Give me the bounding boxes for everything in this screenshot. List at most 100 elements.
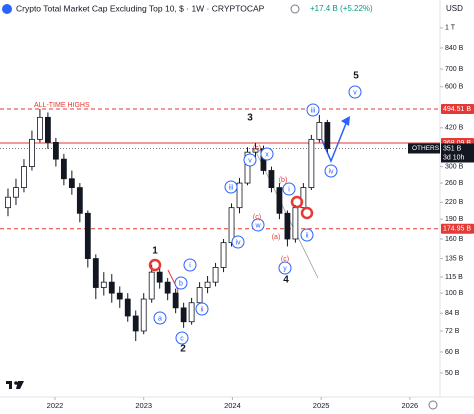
pivot-marker [300, 206, 314, 220]
y-tick-label: 600 B [445, 84, 464, 91]
candle-body [5, 196, 11, 209]
y-tick-label: 84 B [445, 310, 460, 317]
candle-body [180, 307, 187, 323]
wave-label: ii [305, 232, 309, 239]
candle-body [108, 281, 115, 294]
price-level-tag [441, 223, 474, 234]
wave-label: iii [311, 107, 316, 114]
candle [180, 302, 187, 328]
candle-body [116, 292, 123, 300]
y-tick-label: 1 T [445, 25, 456, 32]
wave-label: 1 [152, 246, 158, 257]
candle-body [132, 315, 139, 332]
wave-label: (a) [272, 234, 281, 241]
candle [29, 130, 35, 171]
price-change: +17.4 B (+5.22%) [310, 4, 373, 13]
wave-circle [174, 276, 188, 290]
candle [156, 266, 163, 289]
y-tick-label: 115 B [445, 274, 463, 281]
candle [276, 183, 283, 220]
candle-body [212, 267, 219, 283]
candle-body [244, 151, 251, 184]
y-tick-label: 220 B [445, 199, 464, 206]
x-tick-label: 2022 [47, 401, 64, 410]
candle-body [100, 281, 107, 288]
candle [124, 293, 131, 322]
candle-body [13, 187, 19, 198]
candle [116, 286, 123, 308]
candle [132, 310, 139, 341]
wave-label: 4 [283, 275, 289, 286]
candle [37, 109, 43, 143]
candle [100, 272, 107, 296]
price-level-label: 174.95 B [443, 226, 471, 233]
candle-body [156, 271, 163, 283]
x-tick-label: 2026 [401, 401, 418, 410]
wave-label: 5 [353, 71, 359, 82]
candle [45, 112, 51, 149]
candle [212, 262, 219, 287]
candle-body [236, 182, 243, 209]
candle [204, 276, 211, 294]
candle [52, 137, 59, 167]
ath-label: ALL-TIME HIGHS [34, 102, 90, 109]
wave-label: i [189, 262, 191, 269]
candle [324, 119, 331, 153]
settings-icon[interactable] [428, 400, 438, 410]
last-price-label: 351 B [443, 145, 462, 152]
wave-circle [153, 311, 167, 325]
wave-label: v [248, 157, 252, 164]
wave-circle [175, 331, 189, 345]
wave-circle [224, 180, 238, 194]
wave-label: (c) [281, 256, 289, 263]
candle-body [124, 298, 131, 317]
wave-label: (c) [253, 145, 261, 152]
candle [140, 293, 147, 335]
candle-body [292, 207, 299, 240]
candle [228, 203, 235, 247]
countdown-label: 3d 10h [443, 154, 465, 161]
x-tick-label: 2024 [224, 401, 241, 410]
wave-circle [243, 153, 257, 167]
wave-label: ii [200, 306, 204, 313]
candle-body [92, 258, 99, 288]
wave-circle [195, 302, 209, 316]
candle [236, 177, 243, 214]
y-tick-label: 60 B [445, 349, 460, 356]
candle [164, 278, 171, 301]
wave-circle [260, 147, 274, 161]
wave-label: iii [229, 184, 234, 191]
candle [21, 159, 27, 193]
y-tick-label: 260 B [445, 180, 464, 187]
chart-title: Crypto Total Market Cap Excluding Top 10… [16, 3, 265, 13]
wave-circle [300, 228, 314, 242]
candle [92, 254, 99, 300]
candle-body [52, 142, 59, 160]
wave-circle [306, 103, 320, 117]
wave-label: b [179, 280, 183, 287]
price-level-tag [441, 104, 474, 115]
candle [292, 204, 299, 243]
candle [68, 170, 75, 195]
wave-label: y [283, 265, 287, 272]
wave-label: 3 [247, 113, 253, 124]
wave-label: a [158, 315, 162, 322]
candle-body [188, 302, 195, 323]
candle-body [204, 281, 211, 288]
candle [308, 134, 315, 190]
symbol-icon [2, 4, 12, 14]
price-level-label: 494.51 B [443, 106, 471, 113]
candle [252, 143, 259, 160]
candle [284, 210, 291, 247]
wave-circle [324, 164, 338, 178]
x-tick-label: 2023 [135, 401, 152, 410]
candle-body [276, 187, 283, 214]
visibility-icon[interactable] [290, 4, 300, 14]
wave-label: (b) [279, 177, 288, 184]
candle-body [268, 170, 275, 188]
wave-label: x [265, 151, 269, 158]
candle-body [308, 138, 315, 188]
price-level-label: 368.09 B [443, 140, 471, 147]
candle [148, 264, 155, 303]
